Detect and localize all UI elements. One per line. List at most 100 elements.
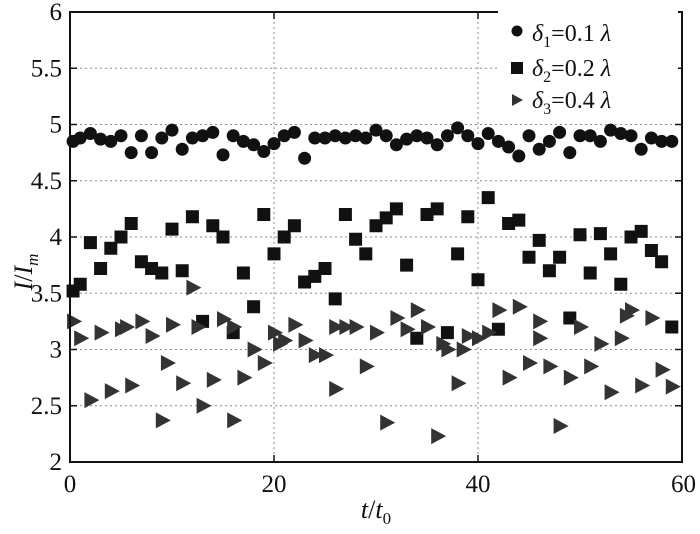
y-axis-title-sub: m — [23, 254, 42, 266]
data-point-square — [83, 236, 97, 250]
data-point-square — [267, 247, 281, 261]
data-point-square — [389, 202, 403, 216]
legend-background — [498, 10, 678, 120]
legend-label-series-1: δ1=0.1 λ — [532, 21, 611, 51]
data-point-triangle — [191, 319, 207, 335]
legend-2-unit: λ — [600, 56, 611, 82]
legend: δ1=0.1 λ δ2=0.2 λ δ3=0.4 λ — [498, 10, 678, 120]
data-point-square — [665, 320, 679, 334]
data-point-square — [420, 208, 434, 221]
data-point-square — [502, 217, 516, 230]
data-point-square — [134, 255, 148, 269]
data-point-square — [563, 311, 577, 325]
data-point-circle — [542, 134, 556, 148]
data-point-triangle — [635, 377, 651, 394]
data-point-triangle — [186, 279, 202, 296]
data-point-triangle — [543, 358, 559, 375]
data-point-square — [155, 266, 169, 280]
data-point-square — [542, 264, 556, 278]
y-tick-label: 5 — [50, 112, 63, 139]
data-point-square — [338, 208, 352, 221]
y-tick-labels: 2 2.5 3 3.5 4 4.5 5 5.5 6 — [31, 0, 63, 476]
series-1 — [66, 121, 679, 165]
data-point-circle — [502, 140, 516, 154]
data-point-triangle — [472, 330, 487, 347]
data-point-triangle — [563, 369, 579, 386]
legend-3-unit: λ — [600, 88, 611, 114]
y-tick-label: 2 — [50, 449, 63, 476]
data-point-circle — [624, 129, 638, 143]
x-tick-label: 60 — [671, 471, 696, 498]
data-point-circle — [522, 129, 536, 143]
legend-marker-circle — [511, 25, 523, 37]
series-3 — [67, 279, 681, 445]
y-tick-label: 3.5 — [31, 280, 62, 307]
data-point-square — [257, 208, 271, 221]
x-axis-title-sub: 0 — [383, 509, 392, 528]
data-point-triangle — [456, 341, 472, 358]
data-point-triangle — [217, 311, 232, 328]
x-axis-title-sep: / — [368, 495, 376, 524]
x-tick-label: 40 — [466, 471, 491, 498]
data-point-triangle — [145, 328, 161, 344]
data-point-triangle — [410, 302, 426, 319]
data-point-circle — [94, 132, 108, 146]
data-point-triangle — [273, 335, 289, 352]
data-point-circle — [532, 142, 546, 156]
data-point-triangle — [421, 319, 436, 335]
data-point-circle — [318, 131, 332, 145]
legend-2-value: =0.2 — [551, 56, 595, 82]
data-point-triangle — [319, 347, 334, 364]
data-point-square — [440, 326, 454, 340]
data-point-circle — [553, 125, 567, 139]
legend-3-value: =0.4 — [551, 88, 595, 114]
legend-1-sub: 1 — [543, 34, 551, 51]
data-point-square — [185, 210, 199, 224]
data-point-square — [644, 244, 658, 257]
legend-2-symbol: δ — [532, 56, 544, 82]
data-point-triangle — [574, 319, 589, 335]
y-tick-label: 5.5 — [31, 55, 62, 82]
y-axis-title-sep: / — [9, 274, 38, 282]
data-point-triangle — [502, 369, 518, 386]
data-point-triangle — [257, 355, 273, 371]
data-point-circle — [359, 131, 373, 145]
data-point-triangle — [268, 324, 283, 341]
data-point-circle — [614, 127, 628, 140]
data-point-circle — [145, 146, 159, 160]
x-tick-label: 20 — [262, 471, 287, 498]
data-point-triangle — [655, 361, 671, 378]
legend-3-symbol: δ — [532, 88, 544, 114]
data-point-circle — [134, 129, 148, 143]
data-point-circle — [430, 138, 444, 152]
data-point-square — [145, 262, 159, 275]
data-point-square — [655, 255, 669, 269]
data-point-circle — [471, 137, 485, 151]
data-point-triangle — [104, 383, 120, 400]
data-point-circle — [512, 149, 526, 163]
y-tick-label: 2.5 — [31, 393, 62, 420]
y-tick-label: 6 — [50, 0, 63, 26]
data-point-circle — [491, 134, 505, 148]
data-point-triangle — [125, 377, 141, 394]
data-point-triangle — [614, 330, 630, 347]
data-point-triangle — [349, 319, 365, 335]
data-point-triangle — [645, 310, 661, 326]
data-point-triangle — [451, 375, 467, 392]
data-point-square — [624, 230, 638, 244]
data-point-triangle — [227, 319, 243, 335]
data-point-triangle — [288, 316, 304, 333]
data-point-triangle — [237, 369, 253, 386]
x-axis-title-base: t — [375, 495, 383, 524]
data-point-square — [461, 210, 475, 224]
data-point-square — [298, 275, 312, 289]
data-point-circle — [665, 134, 679, 148]
data-point-triangle — [492, 302, 508, 319]
data-point-circle — [349, 129, 363, 143]
data-point-circle — [410, 129, 424, 143]
y-axis-title: I/Im — [9, 254, 42, 292]
data-point-circle — [257, 145, 271, 158]
data-point-square — [73, 277, 87, 291]
data-point-square — [349, 232, 363, 246]
legend-marker-triangle — [512, 94, 523, 106]
